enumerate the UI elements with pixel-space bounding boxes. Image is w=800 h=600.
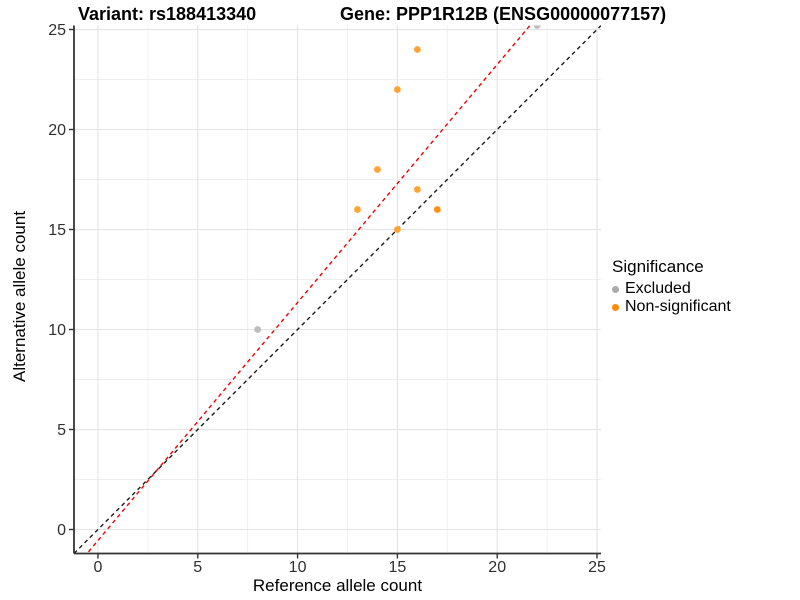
x-tick-label: 25 — [588, 559, 606, 576]
x-axis-title: Reference allele count — [252, 576, 423, 595]
legend-item: Excluded — [612, 280, 731, 298]
legend-title: Significance — [612, 257, 704, 276]
data-point-non-significant — [354, 206, 361, 213]
panel-background — [74, 25, 601, 554]
y-axis-title: Alternative allele count — [10, 210, 29, 382]
reference-lines — [74, 25, 601, 554]
legend-dot-icon — [612, 285, 619, 293]
y-tick-label: 15 — [48, 222, 66, 239]
gene-title: Gene: PPP1R12B (ENSG00000077157) — [340, 4, 667, 24]
x-tick-label: 20 — [488, 559, 506, 576]
y-tick-label: 5 — [57, 422, 66, 439]
data-point-non-significant — [413, 186, 421, 193]
data-points — [254, 25, 541, 333]
legend-items: Excluded Non-significant — [612, 280, 731, 316]
data-point-excluded — [533, 25, 541, 29]
x-tick-label: 5 — [193, 559, 202, 576]
y-tick-label: 25 — [48, 22, 66, 39]
data-point-non-significant — [393, 86, 401, 93]
variant-title: Variant: rs188413340 — [78, 4, 257, 24]
legend-item: Non-significant — [612, 298, 731, 316]
legend-item-label: Non-significant — [625, 298, 731, 315]
x-tick-label: 10 — [289, 559, 307, 576]
y-tick-label: 20 — [48, 122, 66, 139]
legend: Significance Excluded Non-significant — [612, 257, 731, 316]
y-tick-label: 0 — [57, 522, 66, 539]
x-tick-label: 15 — [388, 559, 406, 576]
x-tick-label: 0 — [94, 559, 103, 576]
legend-item-label: Excluded — [625, 280, 691, 297]
legend-dot-icon — [612, 303, 619, 311]
data-point-non-significant — [413, 46, 421, 53]
expected-ratio-line — [86, 25, 531, 554]
data-point-non-significant — [393, 226, 401, 233]
data-point-non-significant — [374, 166, 381, 173]
data-point-excluded — [254, 326, 262, 333]
data-point-non-significant — [433, 206, 441, 213]
y-tick-label: 10 — [48, 322, 66, 339]
